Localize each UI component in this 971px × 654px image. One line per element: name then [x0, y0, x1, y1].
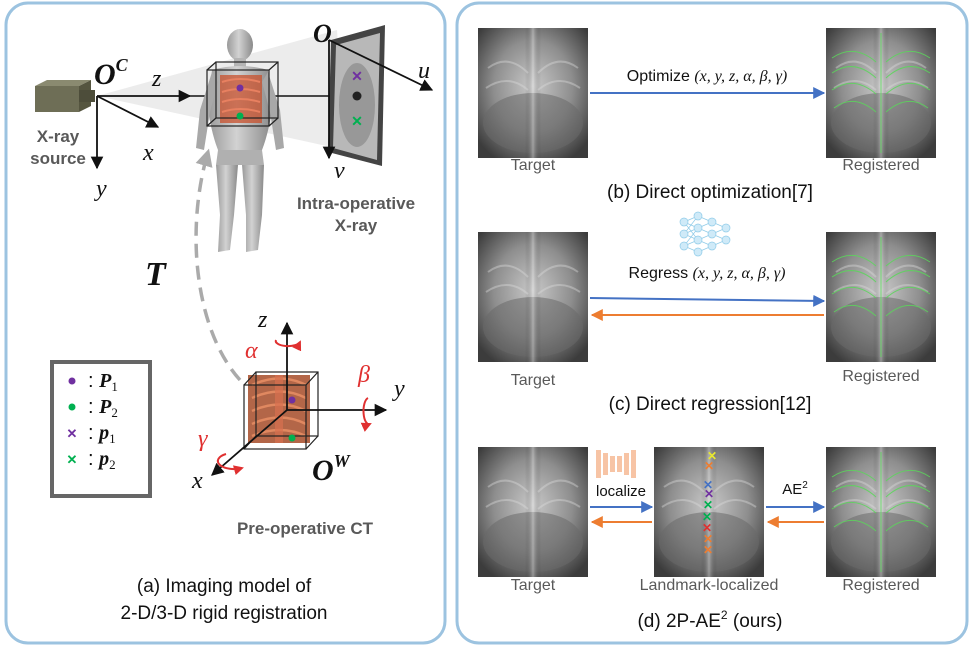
world-origin: OW	[312, 451, 352, 487]
world-y-label: y	[392, 376, 405, 402]
legend-item: ✕ : p1	[67, 422, 116, 446]
d-middle-label: Landmark-localized	[640, 577, 779, 594]
world-z-label: z	[257, 307, 268, 333]
right-panel	[455, 1, 969, 645]
b-arrow-label: Optimize (x, y, z, α, β, γ)	[627, 68, 787, 85]
c-regress-arrow	[589, 294, 826, 307]
legend-label: : p2	[88, 448, 116, 472]
svg-text:✕: ✕	[702, 521, 712, 535]
svg-text:✕: ✕	[703, 478, 713, 492]
camera-origin: OC	[94, 55, 129, 91]
source-label-line1: X-ray	[37, 127, 80, 146]
beta-label: β	[357, 362, 370, 388]
caption-a-line2: 2-D/3-D rigid registration	[121, 603, 328, 624]
transform-label: T	[145, 256, 167, 293]
localizer-network-icon	[596, 450, 636, 478]
detector-v-label: v	[334, 158, 345, 184]
world-x-axis	[211, 409, 288, 476]
ct-label: Pre-operative CT	[237, 519, 374, 538]
localized-landmarks: ✕ ✕ ✕ ✕ ✕ ✕ ✕ ✕ ✕	[702, 449, 717, 557]
ct-landmark-P1	[288, 396, 296, 404]
legend-label: : P2	[88, 396, 118, 420]
legend-box	[50, 360, 152, 498]
beta-rotation-icon	[360, 397, 372, 432]
c-caption: (c) Direct regression[12]	[609, 394, 812, 415]
d-caption: (d) 2P-AE2 (ours)	[637, 608, 782, 632]
svg-text:✕: ✕	[707, 449, 717, 463]
legend-item: : P2	[68, 396, 118, 420]
legend-label: : p1	[88, 422, 116, 446]
legend-label: : P1	[88, 370, 118, 394]
svg-text:✕: ✕	[703, 498, 713, 512]
c-target-label: Target	[511, 372, 556, 389]
d-target-label: Target	[511, 577, 556, 594]
svg-text:✕: ✕	[703, 543, 713, 557]
legend-marker: ✕	[67, 452, 78, 467]
legend-marker: ✕	[67, 426, 78, 441]
svg-text:✕: ✕	[702, 510, 712, 524]
b-target-image	[477, 27, 589, 159]
caption-a-line1: (a) Imaging model of	[137, 576, 312, 597]
legend-item: : P1	[68, 370, 118, 394]
xray-source-icon	[35, 80, 95, 112]
legend-marker	[68, 403, 76, 411]
transform-arrow	[194, 148, 242, 382]
svg-text:✕: ✕	[703, 532, 713, 546]
c-arrow-label: Regress (x, y, z, α, β, γ)	[629, 265, 786, 282]
principal-point	[352, 91, 362, 101]
c-target-image	[477, 231, 589, 363]
d-registered-label: Registered	[842, 577, 919, 594]
projected-p2: ✕	[351, 113, 363, 129]
gamma-rotation-icon	[216, 453, 244, 475]
b-registered-label: Registered	[842, 157, 919, 174]
alpha-label: α	[245, 338, 258, 364]
legend-item: ✕ : p2	[67, 448, 116, 472]
camera-z-label: z	[151, 66, 162, 92]
camera-x-axis	[96, 95, 160, 128]
camera-y-label: y	[94, 176, 107, 202]
gamma-label: γ	[198, 426, 208, 452]
b-target-label: Target	[511, 157, 556, 174]
svg-text:✕: ✕	[704, 459, 714, 473]
detector-u-label: u	[418, 58, 430, 84]
d-target-image	[477, 446, 589, 578]
left-panel	[4, 1, 447, 645]
c-registered-label: Registered	[842, 368, 919, 385]
alpha-rotation-icon	[274, 339, 302, 352]
legend: : P1: P2 ✕ : p1 ✕ : p2	[67, 370, 118, 472]
projected-p1: ✕	[351, 68, 363, 84]
detector-u-axis	[328, 39, 434, 91]
xray-label-line1: Intra-operative	[297, 194, 415, 213]
d-localize-label: localize	[596, 483, 646, 500]
torso-cube	[206, 61, 279, 127]
source-label-line2: source	[30, 149, 86, 168]
world-x-label: x	[191, 468, 203, 494]
b-caption: (b) Direct optimization[7]	[607, 182, 813, 203]
ct-volume	[248, 375, 310, 443]
camera-x-label: x	[142, 140, 154, 166]
detector-origin: O	[313, 19, 332, 48]
landmark-P2	[236, 112, 244, 120]
ct-landmark-P2	[288, 434, 296, 442]
d-ae-label: AE2	[782, 480, 808, 498]
landmark-P1	[236, 84, 244, 92]
svg-text:✕: ✕	[704, 487, 714, 501]
xray-label-line2: X-ray	[335, 216, 378, 235]
neural-network-icon	[679, 211, 731, 257]
legend-marker	[68, 377, 76, 385]
